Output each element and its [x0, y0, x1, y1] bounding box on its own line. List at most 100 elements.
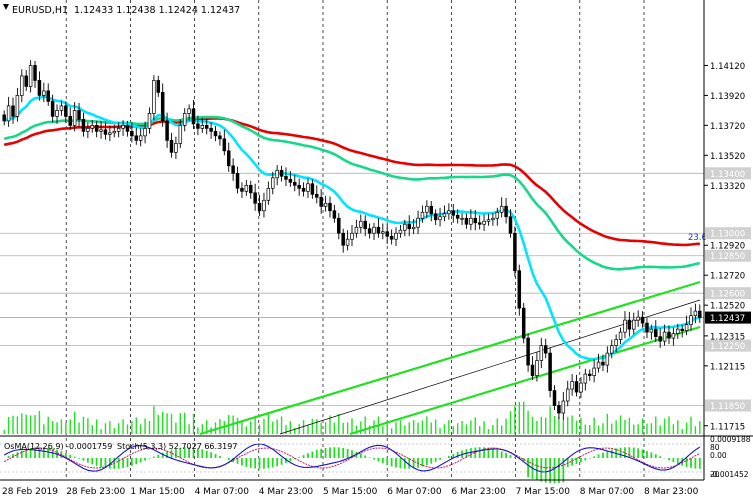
level-box: [705, 287, 751, 300]
price-tick-label: 1.12920: [710, 242, 745, 252]
ema-fast-line: [3, 95, 701, 361]
candle-body: [152, 80, 156, 114]
candle-body: [464, 217, 469, 225]
candle-body: [77, 110, 81, 120]
candle-body: [15, 95, 20, 117]
candle-body: [609, 345, 614, 354]
candle-body: [627, 319, 632, 330]
price-channel: 23.6: [199, 233, 707, 436]
candle-body: [288, 178, 293, 183]
time-tick-label: 8 Mar 07:00: [580, 487, 635, 497]
candle-body: [658, 336, 662, 342]
candle-body: [147, 113, 152, 129]
candle-body: [257, 202, 262, 212]
candle-body: [130, 131, 134, 137]
time-tick-label: 6 Mar 23:00: [451, 487, 506, 497]
candle-body: [385, 231, 389, 237]
candle-body: [438, 216, 442, 221]
candle-body: [328, 202, 332, 212]
candle-body: [116, 128, 121, 132]
candle-body: [174, 142, 178, 153]
candle-body: [587, 373, 592, 376]
candle-body: [649, 328, 654, 333]
level-label: 1.13000: [710, 230, 745, 240]
candle-body: [579, 382, 583, 393]
candle-body: [605, 352, 610, 366]
candle-body: [33, 65, 37, 81]
candle-body: [81, 119, 86, 132]
candle-body: [539, 345, 544, 361]
candle-body: [447, 210, 451, 215]
candle-body: [425, 205, 429, 213]
candle-body: [477, 222, 482, 225]
channel-line: [199, 280, 701, 436]
candle-body: [244, 184, 249, 192]
stoch-label: Stoch(5,3,3) 52.7027 66.3197: [117, 442, 237, 451]
price-tick-label: 1.12520: [710, 302, 745, 312]
candle-body: [204, 125, 209, 129]
candle-body: [134, 135, 139, 141]
ohlc-values: 1.12433 1.12438 1.12424 1.12437: [74, 5, 240, 16]
candle-body: [552, 390, 557, 406]
candle-body: [403, 223, 407, 231]
current-price-box: [705, 311, 751, 324]
candle-body: [24, 75, 28, 87]
candle-body: [429, 205, 433, 215]
candle-body: [341, 232, 345, 246]
candle-body: [526, 337, 530, 366]
level-box: [705, 249, 751, 262]
candle-body: [354, 226, 359, 234]
candle-body: [636, 316, 640, 321]
level-label: 1.12600: [710, 290, 745, 300]
candle-body: [301, 187, 306, 192]
candle-body: [6, 105, 11, 122]
symbol-label: EURUSD,H1: [12, 5, 68, 16]
price-tick-label: 1.12315: [710, 332, 745, 342]
stoch-signal-line: [3, 447, 701, 469]
candle-body: [407, 223, 411, 230]
candle-body: [169, 140, 174, 153]
candle-body: [548, 352, 552, 391]
price-axis: 1.14120 1.13920 1.13720 1.13520 1.13320 1.129…: [0, 0, 753, 481]
candle-body: [411, 226, 416, 230]
candle-body: [248, 184, 253, 194]
time-tick-label: 28 Feb 23:00: [66, 487, 125, 497]
candle-body: [693, 310, 698, 316]
candle-body: [420, 211, 425, 219]
candles: [2, 60, 702, 421]
candle-body: [623, 319, 627, 333]
candle-body: [486, 219, 491, 222]
stoch-level-label: 20: [710, 470, 720, 479]
candle-body: [345, 238, 350, 246]
candle-body: [209, 128, 213, 132]
candle-body: [28, 65, 33, 87]
candle-body: [640, 316, 645, 324]
level-label: 1.13400: [710, 170, 745, 180]
fib-label: 23.6: [688, 233, 707, 243]
candle-body: [165, 120, 169, 141]
candle-body: [108, 132, 112, 135]
candle-body: [20, 75, 24, 96]
candle-body: [689, 315, 693, 325]
price-tick-label: 1.11715: [710, 422, 745, 432]
candle-body: [275, 169, 279, 179]
candle-body: [698, 310, 702, 318]
candle-body: [455, 214, 460, 219]
candle-body: [367, 228, 372, 234]
collapse-triangle-icon[interactable]: [3, 4, 9, 10]
candle-body: [315, 193, 319, 198]
candle-body: [614, 339, 618, 346]
candle-body: [508, 216, 513, 234]
level-label: 1.12250: [710, 342, 745, 352]
candle-body: [543, 345, 548, 354]
candle-body: [226, 150, 231, 167]
level-box: [705, 167, 751, 180]
candle-body: [253, 192, 257, 204]
candle-body: [11, 105, 15, 117]
candle-body: [495, 211, 500, 219]
candle-body: [482, 220, 486, 225]
stoch-main-line: [3, 443, 701, 473]
